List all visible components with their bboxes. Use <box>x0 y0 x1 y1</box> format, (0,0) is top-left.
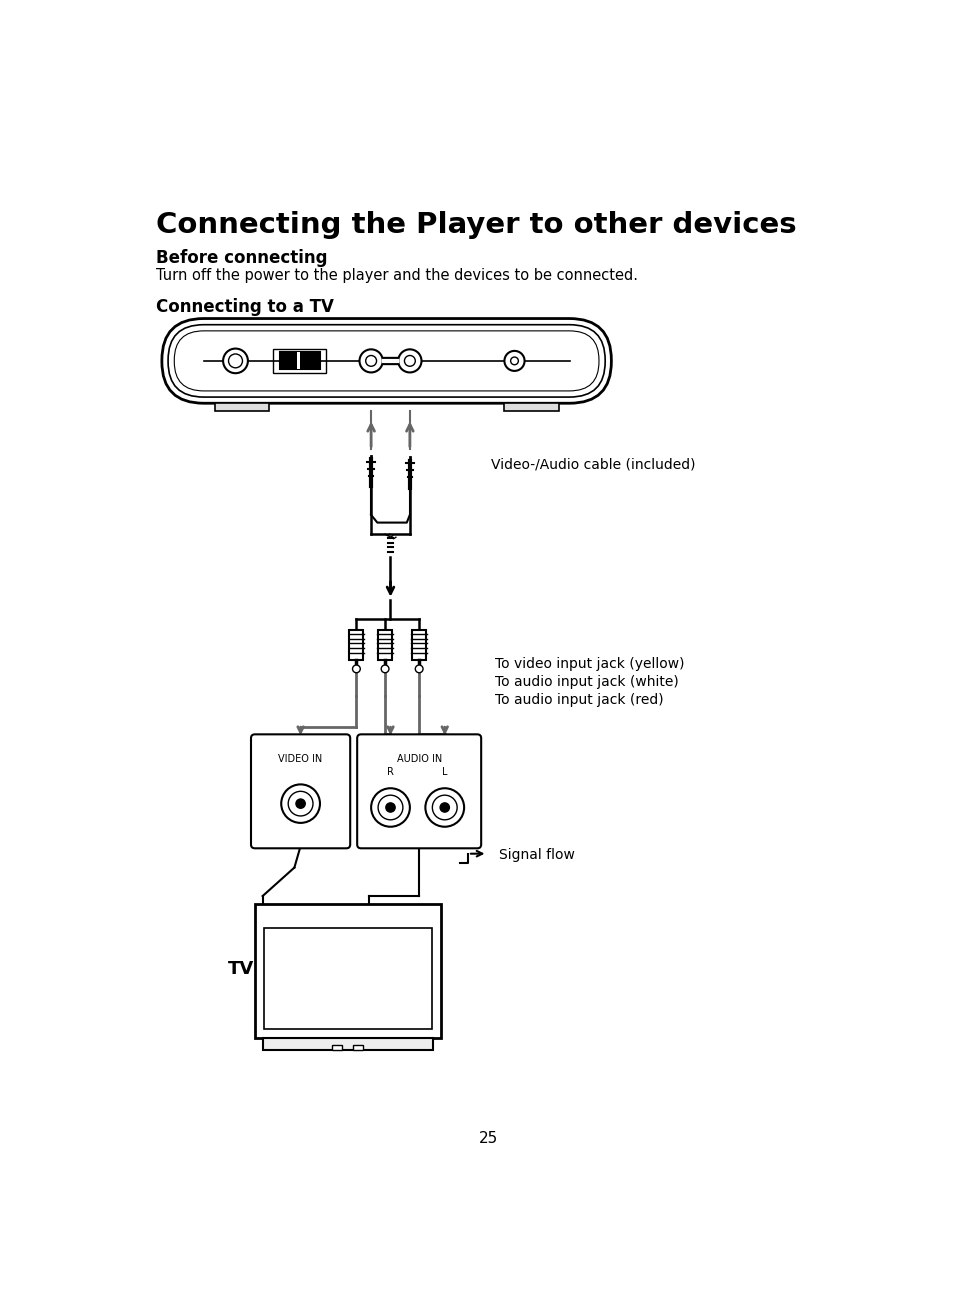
Bar <box>296 353 299 370</box>
Circle shape <box>377 795 402 819</box>
Bar <box>254 903 440 1039</box>
Circle shape <box>504 350 524 371</box>
Circle shape <box>353 665 360 673</box>
Circle shape <box>365 356 376 366</box>
Circle shape <box>439 802 449 812</box>
Text: TV: TV <box>228 961 253 978</box>
Bar <box>264 928 431 1029</box>
Bar <box>279 353 319 370</box>
Circle shape <box>295 799 305 808</box>
Text: Signal flow: Signal flow <box>498 848 575 863</box>
Text: AUDIO IN: AUDIO IN <box>396 754 441 763</box>
Text: Video-/Audio cable (included): Video-/Audio cable (included) <box>491 457 695 471</box>
Text: R: R <box>387 767 394 778</box>
Text: Before connecting: Before connecting <box>155 250 327 267</box>
FancyBboxPatch shape <box>251 735 350 848</box>
Circle shape <box>288 791 313 816</box>
Bar <box>412 630 426 660</box>
Text: Connecting the Player to other devices: Connecting the Player to other devices <box>155 210 796 239</box>
Bar <box>214 404 269 410</box>
FancyBboxPatch shape <box>162 319 611 404</box>
Text: To video input jack (yellow): To video input jack (yellow) <box>495 657 684 672</box>
Circle shape <box>281 784 319 823</box>
FancyBboxPatch shape <box>174 331 598 391</box>
Bar <box>262 1039 433 1050</box>
Circle shape <box>359 349 382 372</box>
Circle shape <box>385 802 395 812</box>
Bar <box>274 349 326 374</box>
Circle shape <box>397 349 421 372</box>
Circle shape <box>432 795 456 819</box>
Text: To audio input jack (white): To audio input jack (white) <box>495 674 679 689</box>
FancyBboxPatch shape <box>356 735 480 848</box>
Circle shape <box>371 788 410 827</box>
Circle shape <box>425 788 464 827</box>
Bar <box>332 1044 342 1050</box>
Bar <box>377 630 392 660</box>
FancyBboxPatch shape <box>168 324 604 397</box>
Text: 25: 25 <box>478 1131 498 1146</box>
Text: VIDEO IN: VIDEO IN <box>278 754 322 763</box>
Text: Turn off the power to the player and the devices to be connected.: Turn off the power to the player and the… <box>155 268 637 284</box>
Text: To audio input jack (red): To audio input jack (red) <box>495 693 663 707</box>
Circle shape <box>415 665 422 673</box>
Bar <box>504 404 558 410</box>
Bar <box>349 630 363 660</box>
Circle shape <box>223 349 248 374</box>
Text: L: L <box>441 767 447 778</box>
Circle shape <box>229 354 242 367</box>
Circle shape <box>404 356 415 366</box>
Bar <box>353 1044 363 1050</box>
Circle shape <box>510 357 517 365</box>
Text: Connecting to a TV: Connecting to a TV <box>155 298 334 316</box>
Circle shape <box>381 665 389 673</box>
